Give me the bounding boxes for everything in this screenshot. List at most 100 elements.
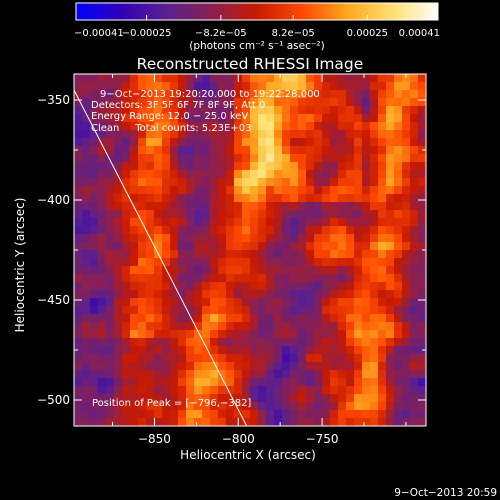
heatmap-cell bbox=[418, 290, 426, 299]
heatmap-cell bbox=[74, 178, 83, 187]
heatmap-cell bbox=[146, 266, 155, 275]
heatmap-cell bbox=[226, 218, 235, 227]
heatmap-cell bbox=[186, 234, 195, 243]
heatmap-cell bbox=[202, 410, 211, 419]
heatmap-cell bbox=[394, 322, 403, 331]
heatmap-cell bbox=[330, 82, 339, 91]
heatmap-cell bbox=[162, 290, 171, 299]
heatmap-cell bbox=[162, 410, 171, 419]
heatmap-cell bbox=[330, 114, 339, 123]
heatmap-cell bbox=[266, 322, 275, 331]
heatmap-cell bbox=[410, 186, 419, 195]
heatmap-cell bbox=[178, 194, 187, 203]
heatmap-cell bbox=[122, 370, 131, 379]
heatmap-cell bbox=[274, 362, 283, 371]
heatmap-cell bbox=[242, 322, 251, 331]
heatmap-cell bbox=[114, 130, 123, 139]
heatmap-cell bbox=[322, 402, 331, 411]
heatmap-cell bbox=[242, 386, 251, 395]
heatmap-cell bbox=[242, 250, 251, 259]
heatmap-cell bbox=[274, 170, 283, 179]
heatmap-cell bbox=[314, 362, 323, 371]
heatmap-cell bbox=[314, 114, 323, 123]
heatmap-cell bbox=[250, 330, 259, 339]
heatmap-cell bbox=[130, 98, 139, 107]
heatmap-cell bbox=[98, 306, 107, 315]
heatmap-cell bbox=[186, 130, 195, 139]
heatmap-cell bbox=[178, 330, 187, 339]
heatmap-cell bbox=[346, 314, 355, 323]
heatmap-cell bbox=[370, 162, 379, 171]
heatmap-cell bbox=[154, 146, 163, 155]
heatmap-cell bbox=[170, 74, 179, 83]
heatmap-cell bbox=[370, 90, 379, 99]
heatmap-cell bbox=[202, 354, 211, 363]
heatmap-cell bbox=[410, 106, 419, 115]
heatmap-cell bbox=[290, 378, 299, 387]
heatmap-cell bbox=[106, 122, 115, 131]
heatmap-cell bbox=[386, 138, 395, 147]
heatmap-cell bbox=[306, 402, 315, 411]
heatmap-cell bbox=[162, 82, 171, 91]
heatmap-cell bbox=[386, 178, 395, 187]
heatmap-cell bbox=[362, 226, 371, 235]
heatmap-cell bbox=[330, 402, 339, 411]
heatmap-cell bbox=[290, 194, 299, 203]
heatmap-cell bbox=[266, 130, 275, 139]
heatmap-cell bbox=[402, 378, 411, 387]
heatmap-cell bbox=[290, 354, 299, 363]
heatmap-cell bbox=[346, 258, 355, 267]
heatmap-cell bbox=[186, 178, 195, 187]
heatmap-cell bbox=[194, 346, 203, 355]
heatmap-cell bbox=[314, 154, 323, 163]
heatmap-cell bbox=[202, 178, 211, 187]
heatmap-cell bbox=[162, 90, 171, 99]
heatmap-cell bbox=[378, 154, 387, 163]
heatmap-cell bbox=[178, 274, 187, 283]
heatmap-cell bbox=[234, 298, 243, 307]
heatmap-cell bbox=[410, 330, 419, 339]
heatmap-cell bbox=[154, 410, 163, 419]
heatmap-cell bbox=[306, 226, 315, 235]
heatmap-cell bbox=[418, 226, 426, 235]
heatmap-cell bbox=[138, 146, 147, 155]
heatmap-cell bbox=[202, 274, 211, 283]
heatmap-cell bbox=[258, 90, 267, 99]
heatmap-cell bbox=[98, 74, 107, 83]
heatmap-cell bbox=[290, 338, 299, 347]
heatmap-cell bbox=[114, 418, 123, 426]
heatmap-cell bbox=[266, 194, 275, 203]
heatmap-cell bbox=[274, 322, 283, 331]
heatmap-cell bbox=[418, 258, 426, 267]
heatmap-cell bbox=[402, 154, 411, 163]
heatmap-cell bbox=[162, 378, 171, 387]
heatmap-cell bbox=[122, 90, 131, 99]
heatmap-cell bbox=[234, 114, 243, 123]
heatmap-cell bbox=[330, 274, 339, 283]
heatmap-cell bbox=[98, 258, 107, 267]
heatmap-cell bbox=[386, 90, 395, 99]
heatmap-cell bbox=[186, 306, 195, 315]
heatmap-cell bbox=[330, 370, 339, 379]
heatmap-cell bbox=[410, 138, 419, 147]
heatmap-cell bbox=[282, 106, 291, 115]
heatmap-cell bbox=[338, 314, 347, 323]
heatmap-cell bbox=[282, 146, 291, 155]
heatmap-cell bbox=[314, 122, 323, 131]
heatmap-cell bbox=[322, 154, 331, 163]
heatmap-cell bbox=[306, 410, 315, 419]
heatmap-cell bbox=[146, 74, 155, 83]
heatmap-cell bbox=[138, 114, 147, 123]
heatmap-cell bbox=[282, 394, 291, 403]
heatmap-cell bbox=[210, 154, 219, 163]
colorbar-tick-label: −0.00025 bbox=[122, 28, 172, 39]
heatmap-cell bbox=[194, 122, 203, 131]
heatmap-cell bbox=[346, 402, 355, 411]
heatmap-cell bbox=[210, 282, 219, 291]
heatmap-cell bbox=[402, 394, 411, 403]
heatmap-cell bbox=[114, 202, 123, 211]
heatmap-cell bbox=[202, 82, 211, 91]
heatmap-cell bbox=[226, 322, 235, 331]
heatmap-cell bbox=[298, 82, 307, 91]
heatmap-cell bbox=[226, 122, 235, 131]
